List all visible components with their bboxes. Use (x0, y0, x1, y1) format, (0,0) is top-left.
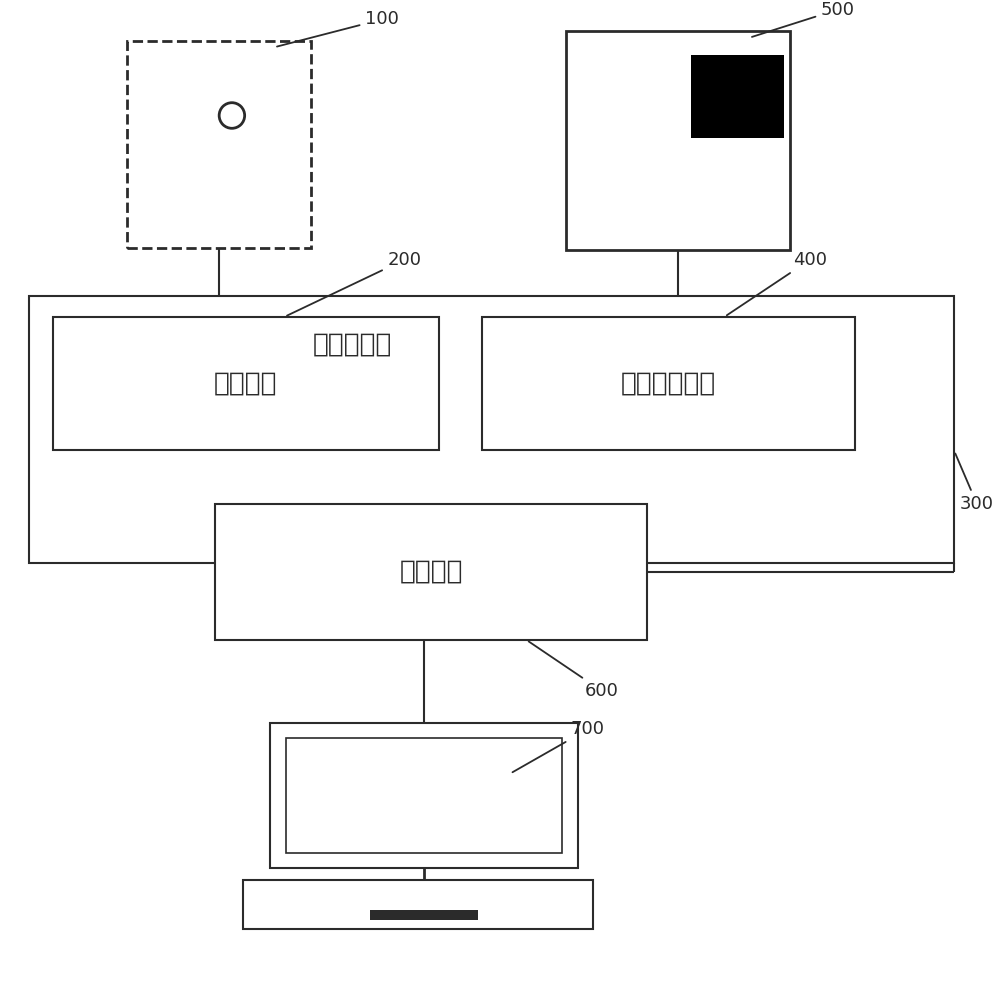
Text: 100: 100 (277, 11, 399, 46)
Bar (215, 504, 647, 640)
Bar (370, 910, 478, 920)
Text: 物理网卡: 物理网卡 (399, 559, 463, 584)
Bar (691, 55, 784, 139)
Text: 200: 200 (287, 251, 421, 316)
Text: 300: 300 (955, 454, 994, 514)
Text: 500: 500 (752, 1, 855, 37)
Text: 虚拟网络接口: 虚拟网络接口 (621, 370, 716, 397)
Text: 600: 600 (529, 642, 619, 700)
Bar (482, 317, 855, 450)
Bar (29, 296, 954, 563)
Bar (243, 880, 593, 930)
Text: 400: 400 (727, 251, 827, 315)
Bar (286, 738, 562, 852)
Bar (53, 317, 439, 450)
Text: 700: 700 (512, 720, 605, 772)
Text: 虚拟交换机: 虚拟交换机 (313, 332, 392, 357)
Text: 虚拟网卡: 虚拟网卡 (214, 370, 278, 397)
Bar (270, 722, 578, 868)
Bar (566, 31, 790, 250)
Bar (127, 41, 311, 248)
